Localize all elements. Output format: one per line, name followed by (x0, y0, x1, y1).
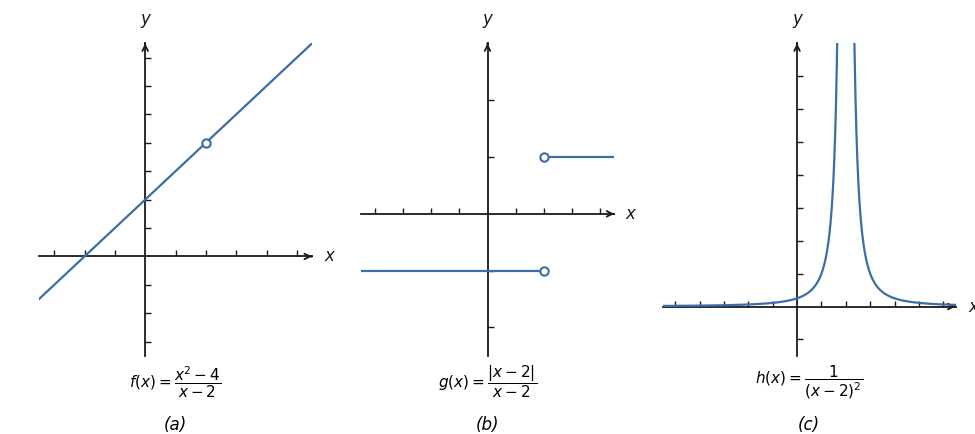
Text: (c): (c) (799, 416, 820, 434)
Text: $h(x) = \dfrac{1}{(x-2)^2}$: $h(x) = \dfrac{1}{(x-2)^2}$ (756, 363, 863, 401)
Text: x: x (325, 247, 334, 266)
Text: $g(x) = \dfrac{|x-2|}{x-2}$: $g(x) = \dfrac{|x-2|}{x-2}$ (438, 364, 537, 400)
Text: (b): (b) (476, 416, 499, 434)
Text: x: x (969, 298, 975, 316)
Text: y: y (483, 10, 492, 28)
Text: y: y (792, 10, 802, 28)
Text: x: x (626, 205, 636, 223)
Text: (a): (a) (164, 416, 187, 434)
Text: $f(x) = \dfrac{x^2-4}{x-2}$: $f(x) = \dfrac{x^2-4}{x-2}$ (130, 364, 221, 400)
Text: y: y (140, 10, 150, 28)
